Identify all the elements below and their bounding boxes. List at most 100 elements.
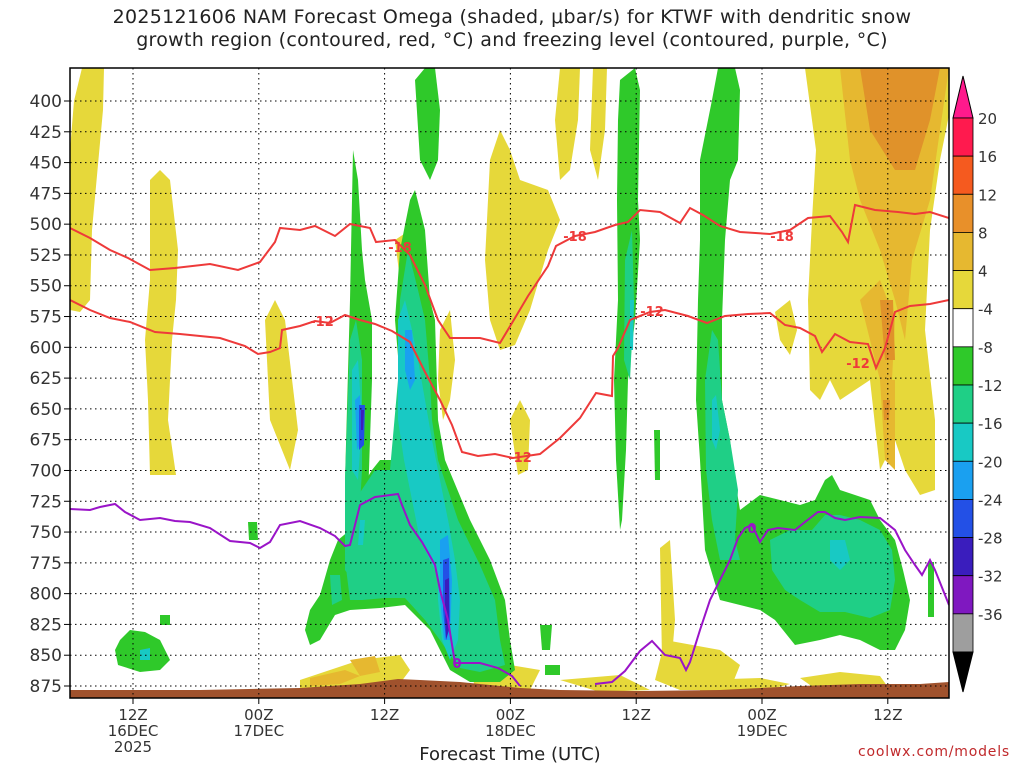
x-tick-label-24-1: 00Z	[244, 706, 273, 724]
x-tick-label-48-1: 00Z	[496, 706, 525, 724]
dgz-contour-label-7: -12	[846, 357, 870, 372]
omega-region-33	[540, 625, 552, 650]
omega-region-52	[358, 520, 365, 545]
x-tick-label-36-1: 12Z	[370, 706, 399, 724]
omega-region-42	[705, 330, 740, 560]
omega-region-1	[70, 68, 104, 312]
colorbar-top-tip	[952, 75, 974, 119]
y-tick-label-450: 450	[30, 154, 62, 174]
omega-region-23	[350, 656, 380, 676]
y-tick-label-775: 775	[30, 554, 62, 574]
omega-region-9	[590, 68, 607, 180]
y-axis: 400 425 450 475 500 525 550 575 600 625 650 675 700 7…	[30, 92, 70, 697]
colorbar-segment-8	[952, 384, 974, 424]
dgz-contour-label-5: -12	[640, 305, 664, 320]
omega-region-7	[555, 68, 580, 180]
dgz-contour-label-2: -18	[563, 230, 587, 245]
colorbar-label-10: -20	[978, 453, 1003, 471]
plot-frame	[69, 67, 950, 699]
colorbar-label-12: -28	[978, 530, 1003, 548]
y-tick-label-550: 550	[30, 277, 62, 297]
omega-region-6	[485, 130, 560, 350]
colorbar-segment-4	[952, 232, 974, 271]
omega-region-44	[330, 575, 342, 605]
x-axis-title: Forecast Time (UTC)	[419, 744, 601, 765]
dgz-contour-2	[70, 299, 949, 460]
colorbar-label-3: 12	[978, 186, 997, 204]
omega-region-35	[545, 665, 560, 675]
omega-region-25	[880, 300, 895, 360]
omega-region-36	[160, 615, 170, 625]
omega-region-49	[712, 395, 720, 450]
y-tick-label-500: 500	[30, 215, 62, 235]
y-tick-label-700: 700	[30, 461, 62, 481]
dgz-contour-label-1: -18	[388, 241, 412, 256]
freezing-contour-label-1: 0	[452, 657, 461, 672]
x-tick-label-60-1: 12Z	[622, 706, 651, 724]
y-tick-label-675: 675	[30, 431, 62, 451]
contours: -18 -18 -18 -12 -12 -12 -12 0 0	[70, 203, 949, 687]
y-tick-label-525: 525	[30, 246, 62, 266]
x-tick-label-48-2: 18DEC	[485, 722, 536, 740]
colorbar-segment-9	[952, 422, 974, 462]
colorbar-segment-7	[952, 346, 974, 386]
colorbar-segment-6	[952, 308, 974, 348]
terrain	[70, 679, 949, 698]
colorbar-label-6: -4	[978, 301, 993, 319]
colorbar-label-4: 8	[978, 224, 988, 242]
omega-region-43	[770, 515, 895, 618]
y-tick-label-650: 650	[30, 400, 62, 420]
omega-region-48	[630, 300, 634, 350]
colorbar-segment-10	[952, 460, 974, 500]
colorbar-segment-14	[952, 613, 974, 653]
omega-region-51	[140, 648, 150, 660]
colorbar-segment-1	[952, 117, 974, 157]
colorbar-label-5: 4	[978, 263, 988, 281]
omega-region-38	[928, 562, 934, 617]
y-tick-label-600: 600	[30, 338, 62, 358]
y-tick-label-400: 400	[30, 92, 62, 112]
omega-region-26	[883, 400, 890, 420]
omega-region-3	[265, 300, 298, 470]
colorbar-label-7: -8	[978, 339, 993, 357]
omega-shading	[70, 68, 949, 698]
colorbar-segment-13	[952, 575, 974, 615]
x-tick-label-84-1: 12Z	[873, 706, 902, 724]
omega-region-24	[860, 68, 940, 170]
y-tick-label-800: 800	[30, 585, 62, 605]
freezing-contour-2	[594, 511, 949, 685]
omega-region-59	[361, 410, 364, 430]
omega-region-22	[310, 670, 360, 686]
colorbar-bottom-tip	[952, 651, 974, 693]
x-tick-label-12-1: 12Z	[118, 706, 147, 724]
x-tick-label-12-2: 16DEC	[108, 722, 159, 740]
y-tick-label-725: 725	[30, 492, 62, 512]
credit-text[interactable]: coolwx.com/models	[857, 744, 1010, 760]
omega-region-12	[775, 300, 797, 355]
x-tick-label-12-3: 2025	[114, 738, 152, 756]
freezing-contour-1	[70, 492, 521, 687]
x-tick-label-24-2: 17DEC	[234, 722, 285, 740]
y-tick-label-475: 475	[30, 184, 62, 204]
title-line-2: growth region (contoured, red, °C) and f…	[136, 29, 888, 51]
x-tick-label-72-1: 00Z	[747, 706, 776, 724]
colorbar-label-13: -32	[978, 568, 1003, 586]
y-tick-label-875: 875	[30, 677, 62, 697]
colorbar: 20 16 12 8 4 -4 -8 -12 -16 -20 -24 -28 -32 -36	[952, 75, 1003, 693]
colorbar-label-8: -12	[978, 377, 1003, 395]
y-tick-label-750: 750	[30, 523, 62, 543]
colorbar-segment-11	[952, 499, 974, 538]
y-tick-label-850: 850	[30, 646, 62, 666]
y-tick-label-625: 625	[30, 369, 62, 389]
grid-lines	[70, 68, 949, 698]
omega-region-11	[655, 640, 740, 690]
colorbar-label-11: -24	[978, 491, 1003, 509]
y-tick-label-425: 425	[30, 123, 62, 143]
dgz-contour-label-3: -18	[770, 230, 794, 245]
dgz-contour-1	[70, 203, 949, 345]
omega-region-37	[654, 430, 660, 480]
colorbar-label-2: 16	[978, 148, 997, 166]
x-tick-label-72-2: 19DEC	[737, 722, 788, 740]
